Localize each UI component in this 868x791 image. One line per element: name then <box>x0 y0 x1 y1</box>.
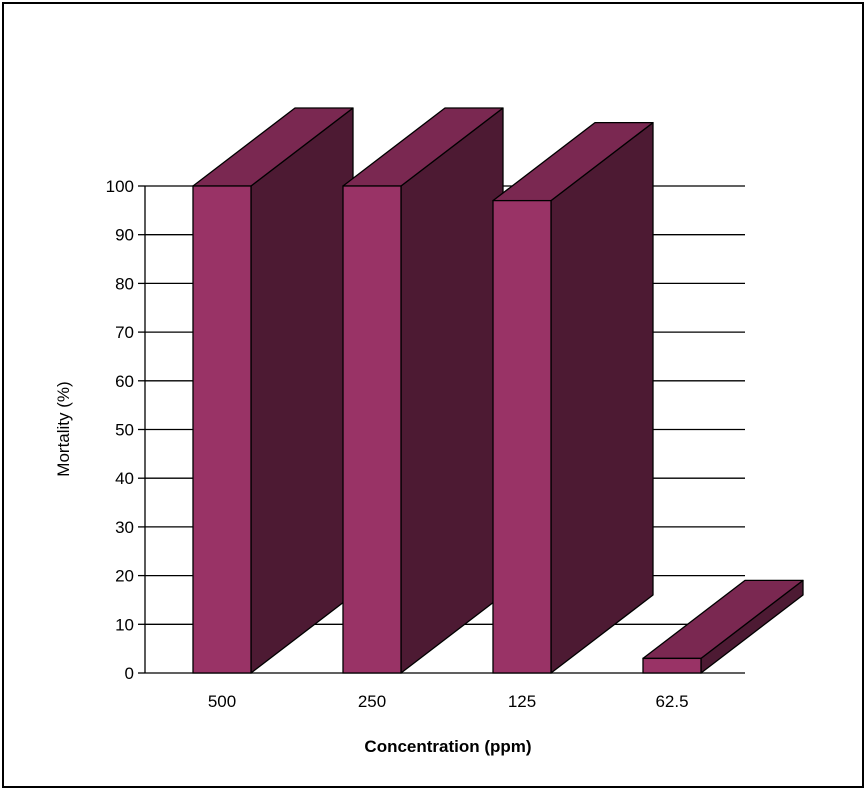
y-tick-label: 90 <box>115 226 134 245</box>
y-tick-label: 20 <box>115 567 134 586</box>
y-tick-label: 100 <box>106 177 134 196</box>
bars <box>192 107 804 674</box>
x-tick-label: 500 <box>208 692 236 711</box>
bar-front-face <box>342 185 402 674</box>
y-tick-label: 50 <box>115 421 134 440</box>
bar-front-face <box>642 657 702 674</box>
y-tick-label: 70 <box>115 323 134 342</box>
bar-62.5 <box>642 579 804 674</box>
y-tick-label: 60 <box>115 372 134 391</box>
bar-500 <box>192 107 354 674</box>
y-axis: 0 10 20 30 40 50 60 70 80 90 100 <box>106 177 146 683</box>
x-tick-label: 62.5 <box>655 692 688 711</box>
bar-250 <box>342 107 504 674</box>
y-tick-label: 80 <box>115 274 134 293</box>
bar-side-face <box>250 107 354 674</box>
x-axis: 500 250 125 62.5 <box>208 692 689 711</box>
bar-front-face <box>492 199 552 674</box>
bar-front-face <box>192 185 252 674</box>
y-tick-label: 10 <box>115 615 134 634</box>
bar-side-face <box>550 121 654 674</box>
bar-side-face <box>400 107 504 674</box>
y-axis-title: Mortality (%) <box>54 381 73 476</box>
x-axis-title: Concentration (ppm) <box>364 737 531 756</box>
y-tick-label: 0 <box>125 664 134 683</box>
x-tick-label: 250 <box>358 692 386 711</box>
x-tick-label: 125 <box>508 692 536 711</box>
y-tick-label: 30 <box>115 518 134 537</box>
y-tick-label: 40 <box>115 469 134 488</box>
bar-125 <box>492 121 654 674</box>
